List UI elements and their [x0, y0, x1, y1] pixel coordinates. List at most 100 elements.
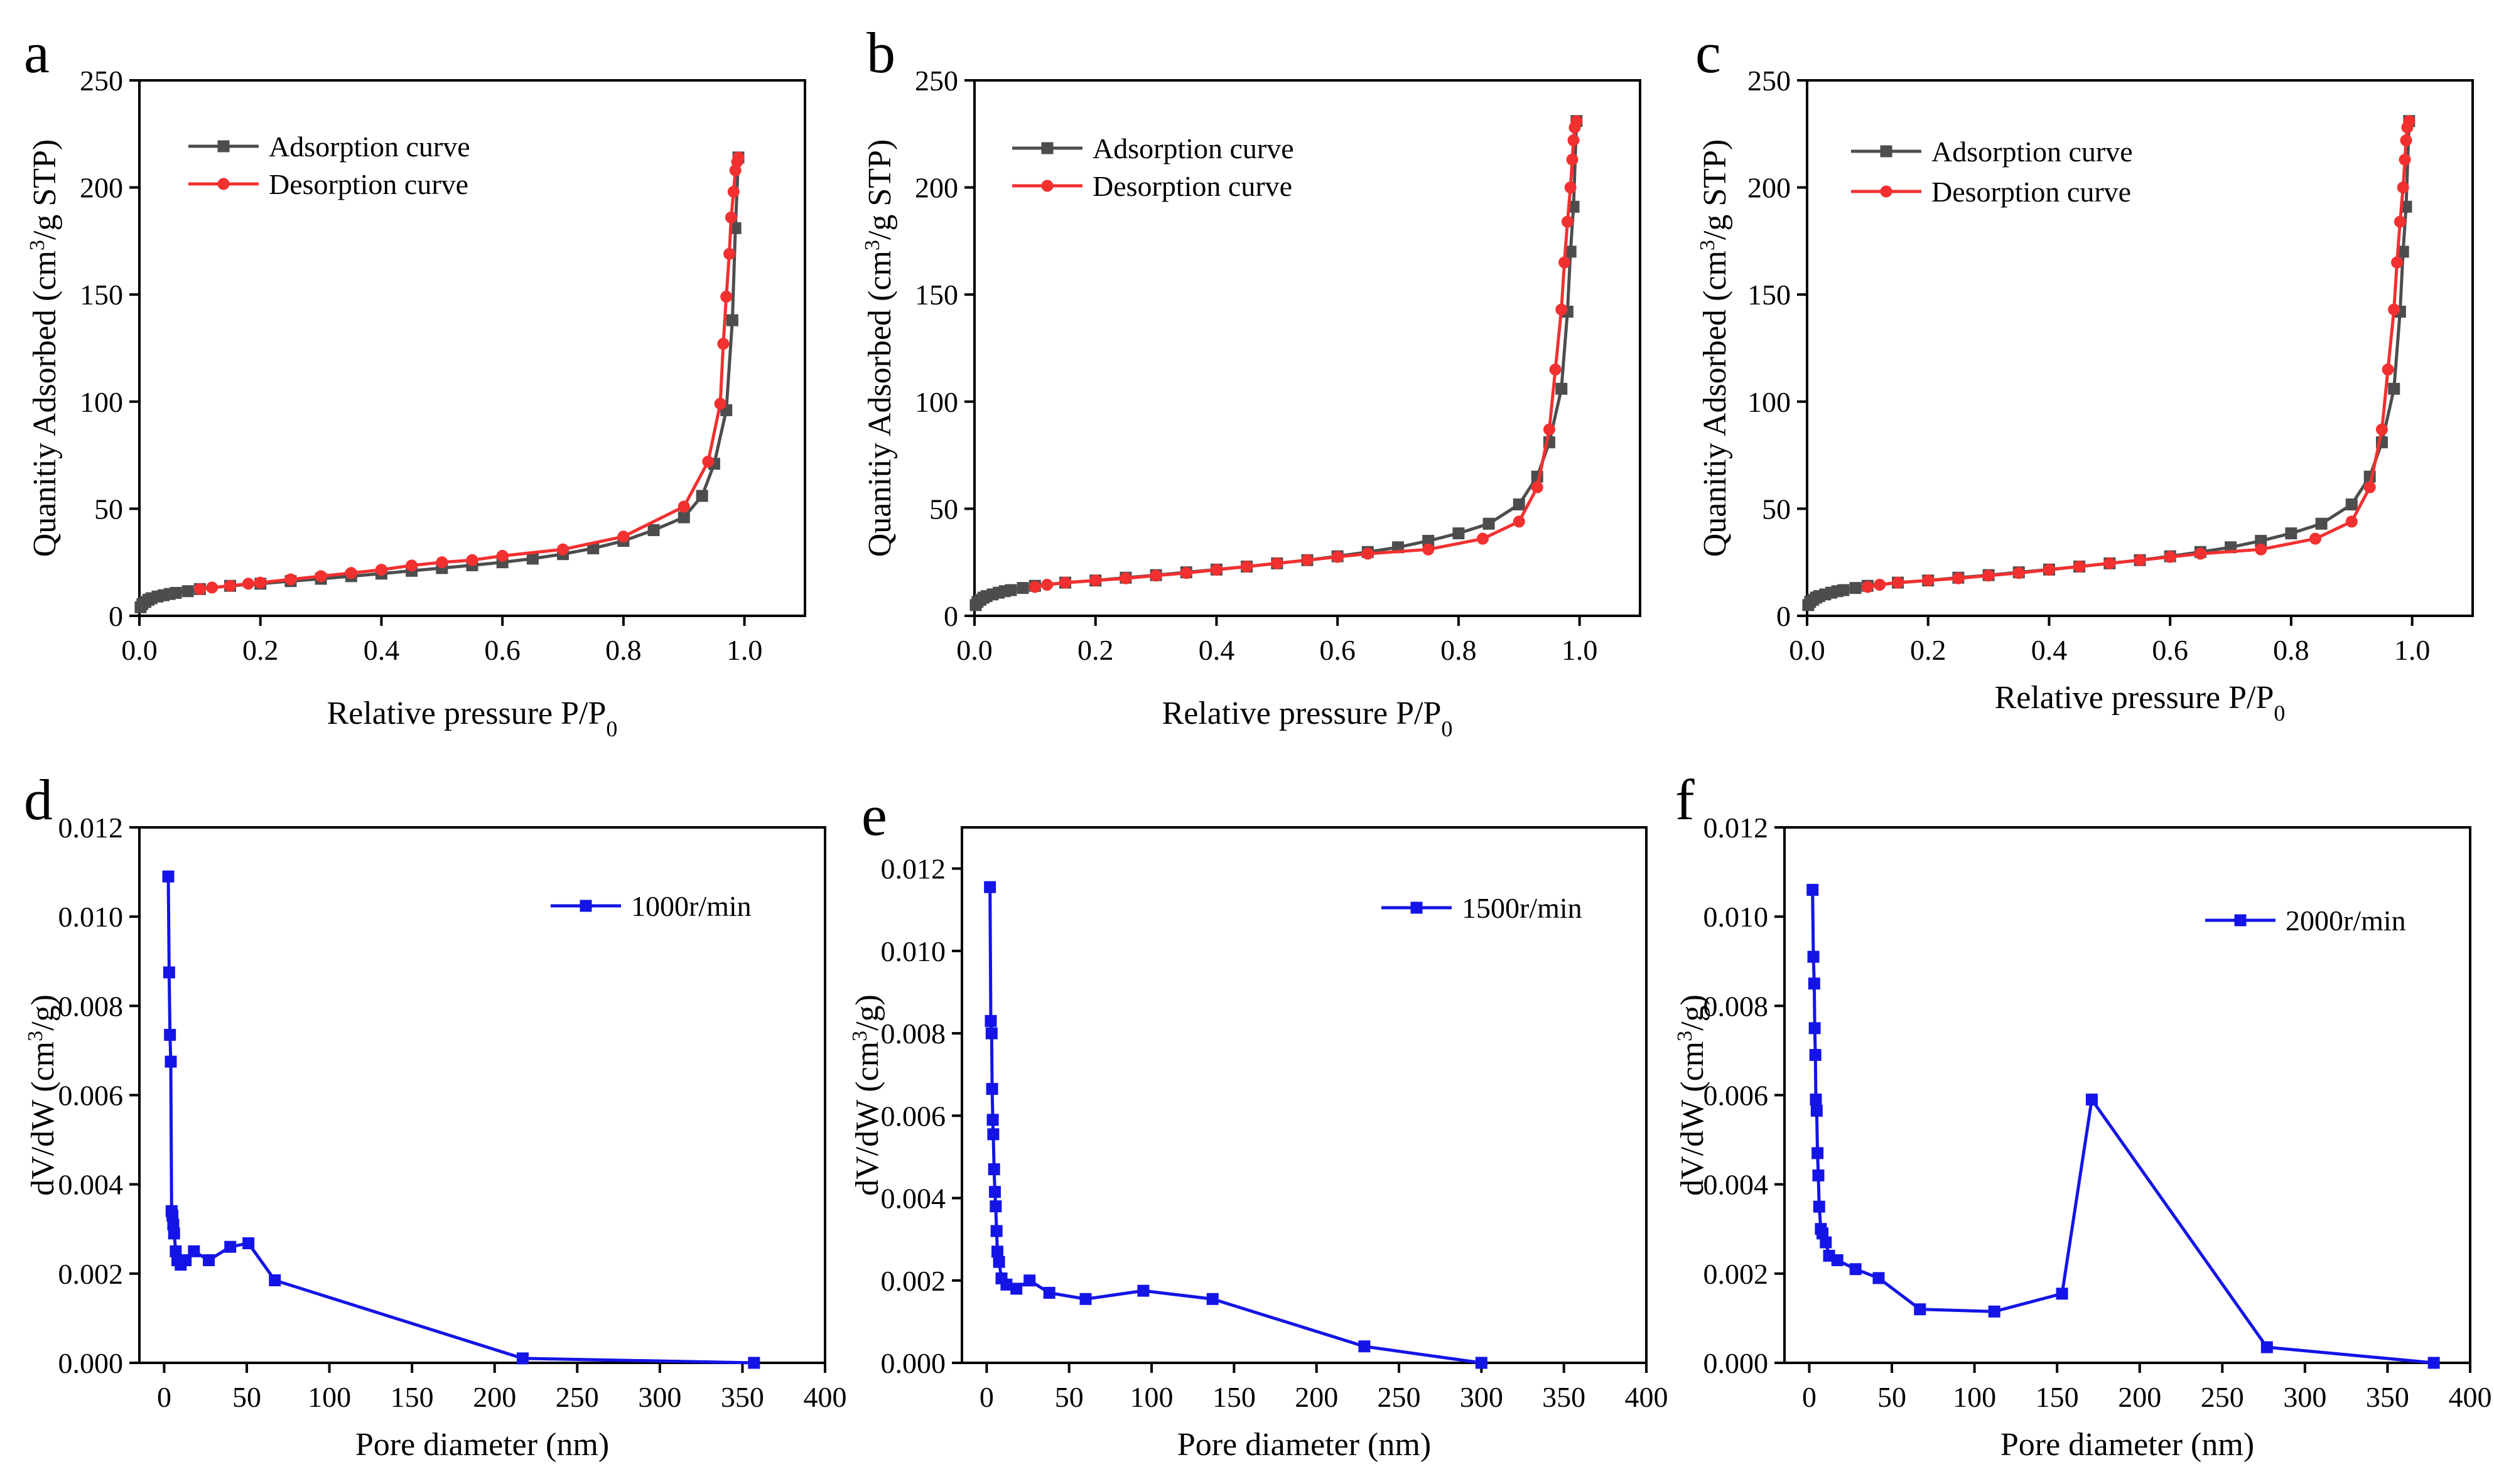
- data-point: [725, 211, 737, 223]
- data-point: [1301, 554, 1314, 566]
- data-point: [224, 1240, 237, 1253]
- legend-marker: [580, 900, 592, 912]
- x-tick-label: 50: [1877, 1381, 1906, 1413]
- y-axis-label: Quanitiy Adsorbed (cm3/g STP): [861, 139, 899, 557]
- data-point: [345, 567, 357, 579]
- x-tick-label: 300: [1460, 1381, 1503, 1413]
- y-tick-label: 0.000: [881, 1347, 946, 1379]
- x-tick-label: 0.6: [484, 634, 521, 666]
- y-tick-label: 0.006: [1703, 1080, 1769, 1112]
- x-tick-label: 1.0: [726, 634, 763, 666]
- data-point: [375, 564, 387, 576]
- data-point: [1849, 582, 1862, 594]
- data-point: [1476, 532, 1489, 545]
- legend-label: Desorption curve: [269, 168, 468, 200]
- data-point: [1566, 153, 1579, 166]
- data-point: [2345, 498, 2358, 511]
- data-point: [677, 511, 690, 524]
- data-point: [284, 573, 297, 586]
- data-point: [1564, 181, 1577, 194]
- plot-frame: [973, 79, 1641, 617]
- data-point: [2427, 1357, 2440, 1369]
- y-tick-label: 50: [929, 493, 958, 525]
- y-tick-label: 0.002: [881, 1265, 946, 1297]
- y-tick-label: 0.004: [1703, 1169, 1769, 1201]
- legend-marker: [1880, 185, 1892, 198]
- data-point: [717, 338, 730, 350]
- x-axis-label: Relative pressure P/P0: [1162, 696, 1453, 741]
- data-point: [1422, 543, 1435, 556]
- data-point: [1210, 564, 1223, 576]
- data-point: [1982, 569, 1995, 582]
- y-tick-label: 0: [944, 600, 958, 632]
- data-point: [1005, 584, 1017, 596]
- data-point: [2194, 547, 2206, 560]
- x-tick-label: 0.4: [2031, 634, 2068, 666]
- data-point: [1023, 1274, 1036, 1287]
- data-point: [2285, 527, 2297, 540]
- data-point: [1892, 576, 1904, 589]
- x-tick-label: 1.0: [2394, 634, 2431, 666]
- data-point: [1808, 977, 1820, 990]
- y-tick-label: 250: [80, 65, 123, 97]
- data-point: [1180, 567, 1192, 579]
- x-tick-label: 0.2: [242, 634, 279, 666]
- x-tick-label: 350: [2366, 1381, 2409, 1413]
- data-point: [1922, 574, 1935, 587]
- series-line-1500r-min: [988, 887, 1482, 1365]
- data-point: [1543, 423, 1555, 436]
- data-point: [2375, 423, 2388, 436]
- x-tick-label: 0.4: [1199, 634, 1235, 666]
- x-tick-label: 100: [1953, 1381, 1996, 1413]
- y-tick-label: 50: [94, 493, 123, 525]
- data-point: [991, 1245, 1003, 1258]
- data-point: [206, 581, 219, 594]
- legend-label: Adsorption curve: [269, 131, 470, 163]
- x-tick-label: 0.8: [605, 634, 642, 666]
- data-point: [516, 1352, 529, 1365]
- data-point: [1513, 498, 1525, 511]
- x-tick-label: 50: [232, 1381, 261, 1413]
- x-tick-label: 300: [638, 1381, 681, 1413]
- y-tick-label: 0.002: [58, 1258, 124, 1290]
- data-point: [2012, 567, 2025, 579]
- data-point: [181, 585, 194, 598]
- y-tick-label: 0: [1776, 600, 1791, 632]
- y-tick-label: 0.012: [58, 812, 124, 844]
- data-point: [1010, 1282, 1023, 1295]
- legend-label: Adsorption curve: [1093, 132, 1294, 164]
- x-tick-label: 300: [2283, 1381, 2326, 1413]
- data-point: [1241, 561, 1253, 573]
- data-point: [986, 1114, 999, 1126]
- plot-frame: [961, 826, 1648, 1364]
- panel-label: d: [24, 768, 53, 832]
- data-point: [647, 524, 660, 537]
- chart-panel-c: c 0.0 0.2 0.4 0.6 0.8 1.0 0 50 100 150 200 250 Relati…: [1695, 21, 2474, 726]
- data-point: [193, 583, 206, 595]
- data-point: [696, 490, 708, 502]
- x-tick-label: 400: [804, 1381, 847, 1413]
- data-point: [1811, 1147, 1824, 1159]
- data-point: [2397, 181, 2409, 194]
- y-tick-label: 0.006: [881, 1100, 946, 1132]
- data-point: [1555, 382, 1568, 395]
- data-point: [1331, 551, 1344, 563]
- data-point: [188, 1245, 200, 1257]
- legend-marker: [217, 178, 230, 190]
- series-line-adsorption-curve: [139, 157, 740, 608]
- x-tick-label: 50: [1055, 1381, 1084, 1413]
- data-point: [163, 966, 175, 979]
- data-point: [1150, 569, 1162, 582]
- x-tick-label: 250: [2201, 1381, 2244, 1413]
- data-point: [2260, 1341, 2273, 1353]
- legend-marker: [1880, 145, 1892, 158]
- y-tick-label: 200: [80, 172, 123, 204]
- data-point: [1812, 1169, 1825, 1181]
- chart-panel-a: a 0.0 0.2 0.4 0.6 0.8 1.0 0 50 100 150 200 250 Relati…: [24, 21, 806, 741]
- data-point: [2164, 551, 2176, 563]
- y-tick-label: 100: [80, 386, 123, 418]
- chart-panel-e: e 0 50 100 150 200 250 300 350 400 0.000 0.002 0.004…: [848, 783, 1668, 1463]
- panel-label: c: [1695, 21, 1721, 85]
- data-point: [702, 455, 715, 468]
- data-point: [1837, 584, 1850, 596]
